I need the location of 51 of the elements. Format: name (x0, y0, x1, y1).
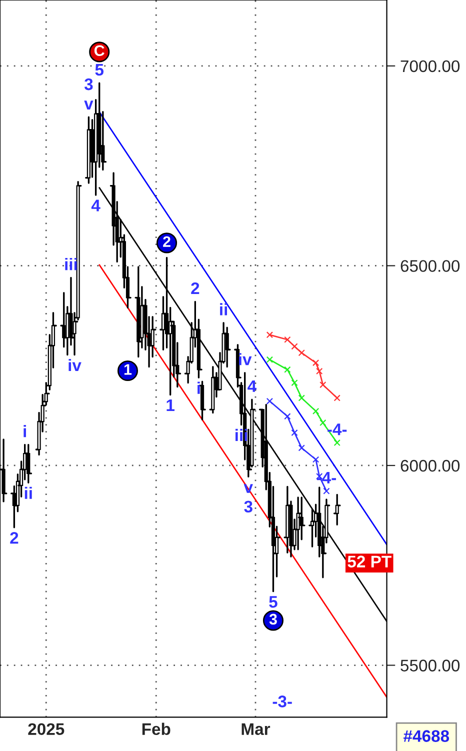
point (284, 413, 291, 420)
point (284, 366, 291, 373)
point (316, 368, 323, 375)
annotation: v (84, 100, 94, 110)
point (266, 331, 274, 338)
point (334, 439, 340, 446)
x-tick-label: Feb (142, 722, 170, 736)
point (312, 456, 320, 463)
annotation: 1 (124, 364, 132, 375)
point (266, 398, 274, 404)
annotation: ii (24, 486, 32, 499)
point (312, 359, 320, 366)
point (312, 408, 320, 414)
x-tick-label: Mar (242, 723, 270, 736)
annotation: 5 (95, 64, 104, 76)
point (284, 336, 291, 343)
annotation: C (94, 45, 104, 56)
y-tick-label: 6500.00 (400, 260, 460, 272)
annotation: 3 (84, 78, 93, 90)
annotation: iv (68, 358, 82, 372)
annotation: 52 PT (348, 556, 392, 568)
annotation: i (198, 382, 200, 394)
annotation: 1 (166, 400, 174, 412)
annotation: 4 (91, 200, 100, 212)
text: #4688 (404, 730, 450, 742)
point (298, 349, 305, 356)
annotation: 2 (163, 236, 170, 247)
annotation: 5 (269, 596, 278, 608)
annotation: i (24, 425, 26, 438)
annotation: 4 (248, 380, 256, 392)
point (323, 488, 330, 494)
y-tick-label: 6000.00 (400, 460, 460, 472)
x-tick-label: 2025 (28, 723, 64, 736)
annotation: 2 (10, 532, 18, 544)
annotation: -3- (272, 696, 292, 708)
point (291, 429, 298, 436)
point (291, 379, 298, 386)
y-tick-label: 7000.00 (400, 60, 460, 72)
point (334, 394, 340, 402)
point (320, 419, 326, 426)
y-tick-label: 5500.00 (400, 660, 460, 672)
point (320, 381, 326, 388)
point (266, 356, 274, 363)
point (291, 343, 298, 350)
annotation: 3 (244, 500, 252, 513)
annotation: ii (220, 303, 228, 316)
annotation: -4- (328, 424, 347, 436)
point (298, 444, 305, 452)
annotation: 2 (191, 282, 200, 294)
annotation: 3 (269, 614, 277, 625)
point (298, 394, 305, 402)
